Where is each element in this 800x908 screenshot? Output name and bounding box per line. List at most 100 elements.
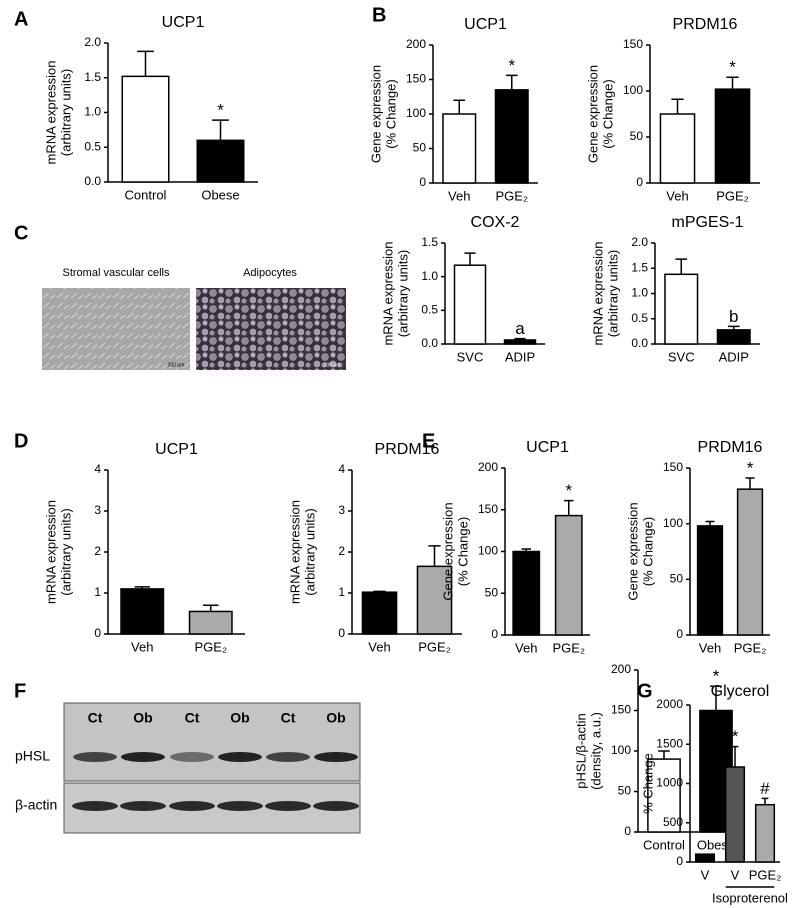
row-label: pHSL <box>15 748 50 764</box>
chart-title: Glycerol <box>711 683 770 700</box>
x-tick-label: PGE₂ <box>749 867 782 882</box>
error-bar <box>731 745 739 768</box>
y-axis-label: mRNA expression <box>43 500 58 604</box>
x-tick-label: PGE₂ <box>734 640 767 655</box>
x-tick-label: Control <box>125 187 167 202</box>
x-tick-label: PGE₂ <box>553 640 586 655</box>
y-tick-label: 50 <box>413 141 427 155</box>
error-bar <box>745 477 755 490</box>
y-axis-label: mRNA expression <box>287 500 302 604</box>
panel-letter: E <box>422 430 435 452</box>
y-axis-label: (% Change) <box>600 79 615 148</box>
panel-letter: F <box>14 680 26 702</box>
bar <box>714 88 751 184</box>
bar <box>647 758 681 833</box>
lane-label: Ct <box>281 710 296 726</box>
band <box>72 801 118 811</box>
y-tick-label: 0.0 <box>631 336 648 350</box>
annotation: * <box>565 481 572 500</box>
x-tick-label: Veh <box>515 640 537 655</box>
y-tick-label: 1 <box>338 585 345 599</box>
lane-label: Ob <box>230 710 249 726</box>
y-tick-label: 150 <box>623 37 643 51</box>
error-bar <box>134 586 150 589</box>
band <box>170 752 214 762</box>
y-tick-label: 2.0 <box>84 35 101 49</box>
annotation: b <box>729 307 738 326</box>
error-bar <box>761 797 769 805</box>
bar <box>503 339 537 345</box>
y-tick-label: 0 <box>94 626 101 640</box>
lane-label: Ob <box>133 710 152 726</box>
y-tick-label: 50 <box>630 129 644 143</box>
annotation: * <box>732 727 739 746</box>
y-axis-label: (arbitrary units) <box>395 250 410 337</box>
error-bar <box>514 337 526 340</box>
error-bar <box>137 50 154 77</box>
y-axis-label: Gene expression <box>368 65 383 163</box>
x-tick-label: Obese <box>201 187 239 202</box>
x-tick-label: Veh <box>448 188 470 203</box>
y-tick-label: 100 <box>611 743 631 757</box>
x-tick-label: Control <box>643 837 685 852</box>
bar <box>188 610 233 635</box>
x-tick-label: PGE₂ <box>716 188 749 203</box>
y-tick-label: 150 <box>611 703 631 717</box>
lane-label: Ob <box>326 710 345 726</box>
error-bar <box>203 604 219 612</box>
band <box>217 801 263 811</box>
y-axis-label: (arbitrary units) <box>58 69 73 156</box>
annotation: * <box>508 56 515 75</box>
y-tick-label: 0.5 <box>631 311 648 325</box>
y-tick-label: 200 <box>611 662 631 676</box>
y-tick-label: 1.5 <box>421 235 438 249</box>
x-tick-label: Veh <box>666 188 688 203</box>
band <box>120 801 166 811</box>
error-bar <box>521 548 531 552</box>
bar <box>453 264 487 345</box>
y-tick-label: 150 <box>406 72 426 86</box>
y-tick-label: 0 <box>636 175 643 189</box>
y-axis-label: (arbitrary units) <box>605 250 620 337</box>
x-tick-label: Veh <box>131 639 153 654</box>
error-bar <box>564 499 574 516</box>
chart-title: UCP1 <box>155 441 198 458</box>
y-axis-label: mRNA expression <box>590 241 605 345</box>
micrograph <box>42 288 190 370</box>
error-bar <box>658 750 670 760</box>
chart-title: PRDM16 <box>375 441 440 458</box>
y-axis-label: (% Change) <box>640 517 655 586</box>
annotation: a <box>515 319 525 338</box>
bar <box>512 550 541 636</box>
band <box>265 801 311 811</box>
y-axis-label: Gene expression <box>440 502 455 600</box>
lane-label: Ct <box>88 710 103 726</box>
y-tick-label: 0 <box>338 626 345 640</box>
y-tick-label: 1000 <box>656 776 683 790</box>
panel-letter: A <box>14 8 28 30</box>
y-tick-label: 0.0 <box>421 336 438 350</box>
band <box>266 752 310 762</box>
y-tick-label: 0 <box>491 627 498 641</box>
y-axis-label: Gene expression <box>585 65 600 163</box>
y-tick-label: 0 <box>676 854 683 868</box>
y-axis-label: (% Change) <box>383 79 398 148</box>
chart-title: COX-2 <box>471 214 520 231</box>
bar <box>120 588 165 635</box>
y-tick-label: 4 <box>338 462 345 476</box>
x-tick-label: V <box>731 867 740 882</box>
y-tick-label: 4 <box>94 462 101 476</box>
chart-title: PRDM16 <box>698 439 763 456</box>
scale-bar: 200 µm <box>168 362 185 368</box>
y-tick-label: 2 <box>338 544 345 558</box>
y-tick-label: 1.0 <box>84 105 101 119</box>
axis-line <box>689 705 780 863</box>
micrograph-caption: Adipocytes <box>243 267 297 279</box>
y-tick-label: 200 <box>478 460 498 474</box>
bar <box>736 488 764 636</box>
band <box>313 801 359 811</box>
bar <box>754 803 776 863</box>
y-axis-label: mRNA expression <box>380 241 395 345</box>
error-bar <box>464 252 476 266</box>
x-tick-label: Veh <box>699 640 721 655</box>
